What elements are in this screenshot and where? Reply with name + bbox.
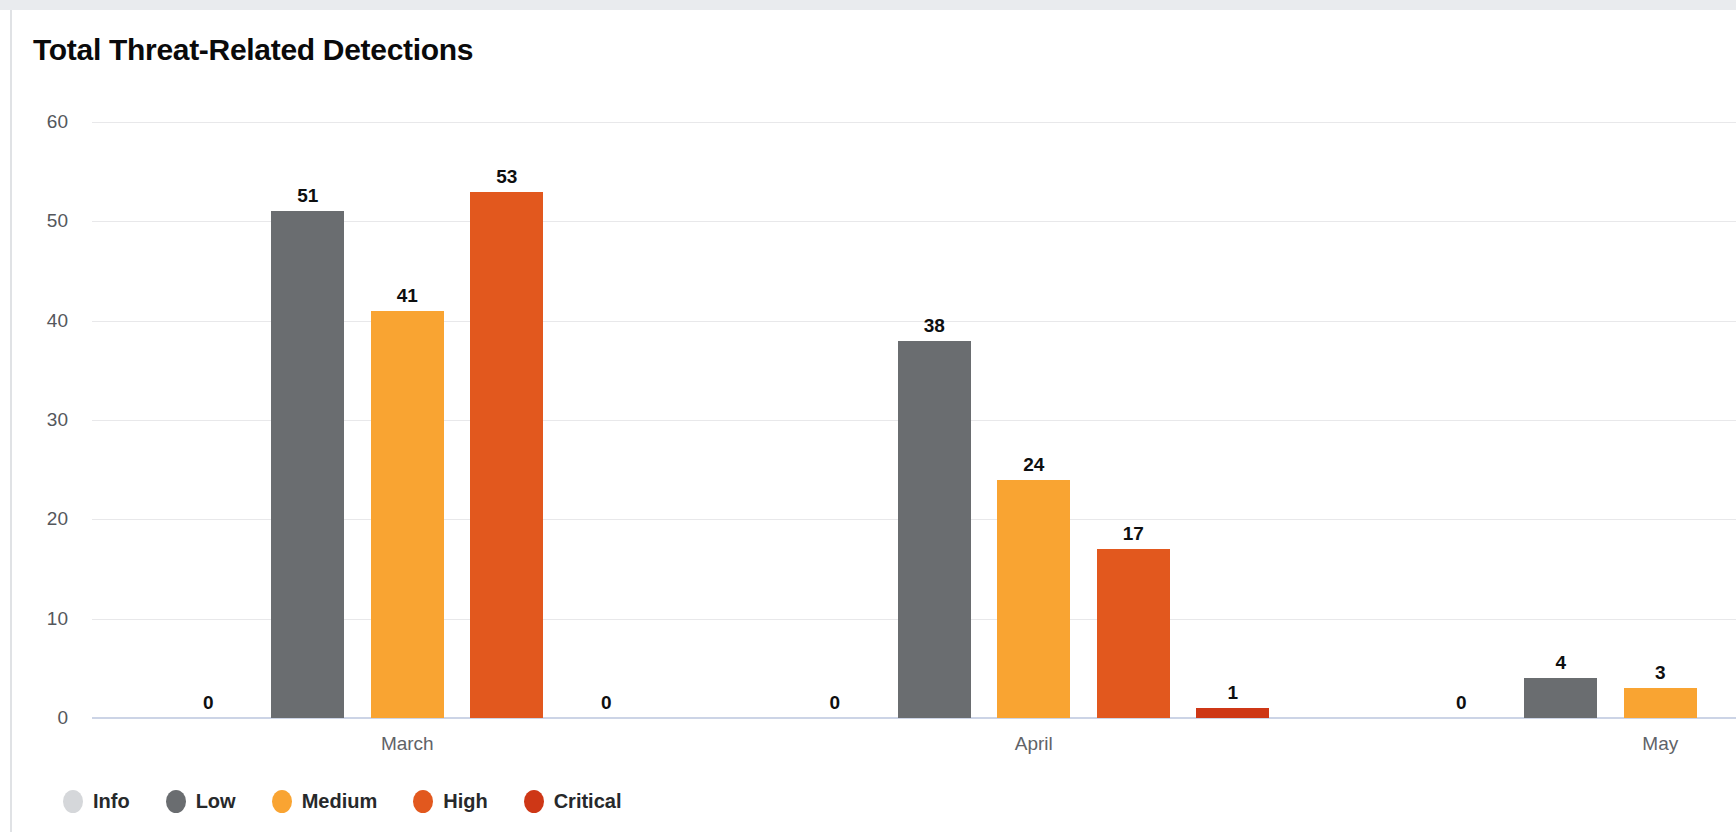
y-axis-tick-label: 60 — [0, 111, 68, 133]
legend-label: Medium — [302, 789, 378, 813]
bar-value-label: 0 — [1456, 692, 1467, 714]
chart-legend: Info Low Medium High Critical — [63, 789, 621, 813]
legend-item-medium[interactable]: Medium — [272, 789, 378, 813]
x-axis-label: March — [381, 733, 434, 755]
bar-value-label: 53 — [496, 166, 517, 188]
threat-detections-panel: Total Threat-Related Detections 01020304… — [0, 0, 1736, 832]
y-axis-tick-label: 20 — [0, 508, 68, 530]
y-axis-tick-label: 10 — [0, 608, 68, 630]
legend-label: High — [443, 789, 487, 813]
bar-high-april[interactable] — [1097, 549, 1170, 718]
legend-item-info[interactable]: Info — [63, 789, 130, 813]
bar-value-label: 3 — [1655, 662, 1666, 684]
legend-swatch-high-icon — [413, 790, 433, 813]
legend-item-critical[interactable]: Critical — [524, 789, 622, 813]
legend-label: Critical — [554, 789, 622, 813]
y-axis-tick-label: 40 — [0, 310, 68, 332]
bar-medium-april[interactable] — [997, 480, 1070, 718]
legend-swatch-low-icon — [166, 790, 186, 813]
x-axis-label: May — [1642, 733, 1678, 755]
bar-value-label: 38 — [924, 315, 945, 337]
bar-medium-march[interactable] — [371, 311, 444, 718]
bar-value-label: 4 — [1556, 652, 1567, 674]
bar-low-april[interactable] — [898, 341, 971, 719]
bar-low-march[interactable] — [271, 211, 344, 718]
bar-low-may[interactable] — [1524, 678, 1597, 718]
legend-label: Low — [196, 789, 236, 813]
bar-critical-april[interactable] — [1196, 708, 1269, 718]
bar-value-label: 0 — [601, 692, 612, 714]
bar-value-label: 0 — [830, 692, 841, 714]
y-axis-tick-label: 0 — [0, 707, 68, 729]
gridline — [92, 122, 1736, 123]
chart-title: Total Threat-Related Detections — [33, 33, 473, 67]
legend-swatch-critical-icon — [524, 790, 544, 813]
y-axis-tick-label: 50 — [0, 210, 68, 232]
legend-item-low[interactable]: Low — [166, 789, 236, 813]
y-axis-tick-label: 30 — [0, 409, 68, 431]
bar-value-label: 1 — [1228, 682, 1239, 704]
legend-swatch-info-icon — [63, 790, 83, 813]
legend-swatch-medium-icon — [272, 790, 292, 813]
x-axis-label: April — [1015, 733, 1053, 755]
legend-item-high[interactable]: High — [413, 789, 487, 813]
bar-value-label: 41 — [397, 285, 418, 307]
bar-value-label: 0 — [203, 692, 214, 714]
bar-medium-may[interactable] — [1624, 688, 1697, 718]
legend-label: Info — [93, 789, 130, 813]
bar-high-march[interactable] — [470, 192, 543, 719]
bar-value-label: 24 — [1023, 454, 1044, 476]
page-top-edge — [0, 0, 1736, 10]
bar-value-label: 17 — [1123, 523, 1144, 545]
bar-value-label: 51 — [297, 185, 318, 207]
